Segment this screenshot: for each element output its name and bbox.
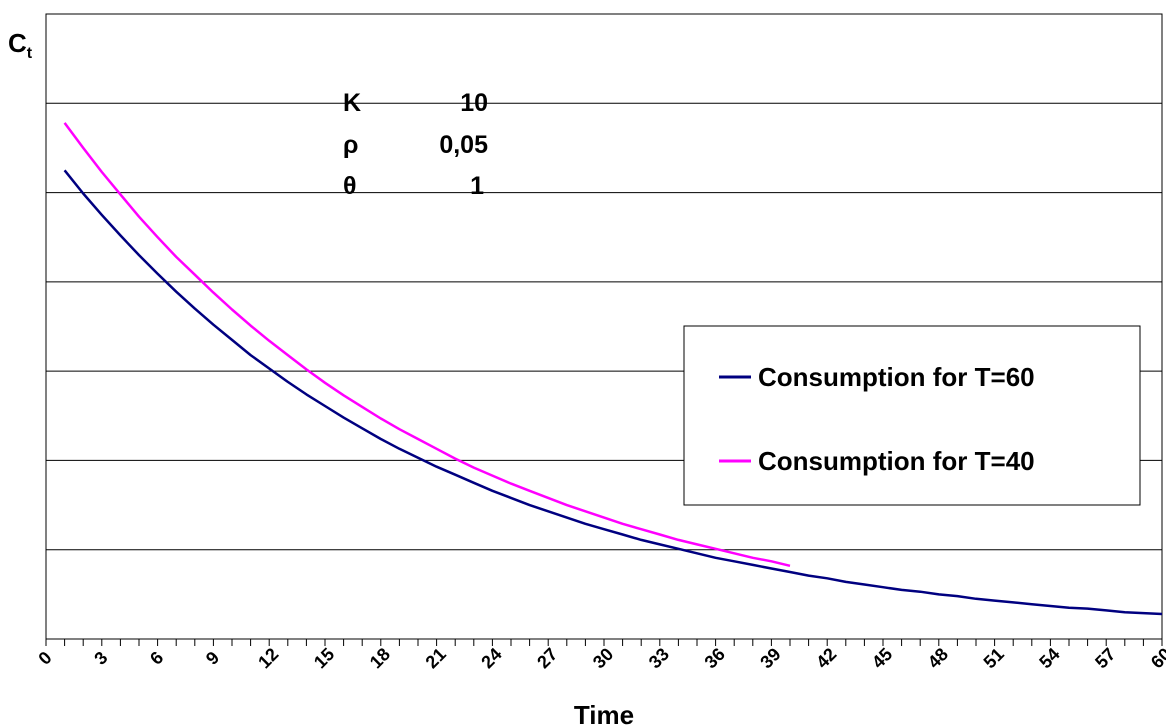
x-tick-label: 15 (310, 644, 338, 672)
series-layer (63, 122, 1163, 616)
x-tick-label: 12 (254, 644, 282, 672)
y-axis-title-subscript: t (27, 45, 33, 62)
param-k-value: 10 (460, 89, 488, 117)
x-tick-label: 6 (146, 648, 167, 669)
param-rho-value: 0,05 (439, 131, 488, 159)
legend: Consumption for T=60 Consumption for T=4… (683, 325, 1141, 506)
x-axis: 0 3 6 9 12 15 18 21 24 27 30 33 36 39 42 45 48 51 54 57 60 (35, 639, 1166, 672)
param-k-symbol: K (343, 89, 361, 117)
y-axis-title: Ct (8, 28, 33, 62)
x-tick-label: 18 (366, 644, 394, 672)
param-theta-symbol: θ (343, 172, 357, 200)
x-tick-label: 45 (868, 644, 896, 672)
legend-box (683, 325, 1141, 506)
x-tick-label: 3 (90, 648, 111, 669)
x-tick-label: 36 (701, 644, 729, 672)
x-tick-label: 33 (645, 644, 673, 672)
param-rho-symbol: ρ (343, 131, 358, 159)
x-axis-title: Time (574, 700, 634, 728)
x-tick-label: 60 (1147, 644, 1166, 672)
x-tick-label: 0 (35, 648, 56, 669)
parameters-block: K 10 ρ 0,05 θ 1 (343, 89, 488, 200)
x-tick-label: 24 (477, 644, 505, 672)
x-tick-label: 57 (1091, 644, 1119, 672)
legend-label-t60: Consumption for T=60 (758, 362, 1035, 392)
x-tick-label: 54 (1035, 644, 1063, 672)
x-tick-label: 9 (202, 648, 223, 669)
legend-label-t40: Consumption for T=40 (758, 446, 1035, 476)
series-line-t60 (63, 169, 1163, 616)
x-tick-label: 30 (589, 644, 617, 672)
x-tick-label: 48 (924, 644, 952, 672)
x-tick-label: 42 (812, 644, 840, 672)
series-line-t40 (63, 122, 791, 568)
x-tick-label: 39 (756, 644, 784, 672)
x-tick-label: 51 (980, 644, 1008, 672)
param-theta-value: 1 (470, 172, 484, 200)
x-tick-label: 21 (422, 644, 450, 672)
x-tick-label: 27 (533, 644, 561, 672)
